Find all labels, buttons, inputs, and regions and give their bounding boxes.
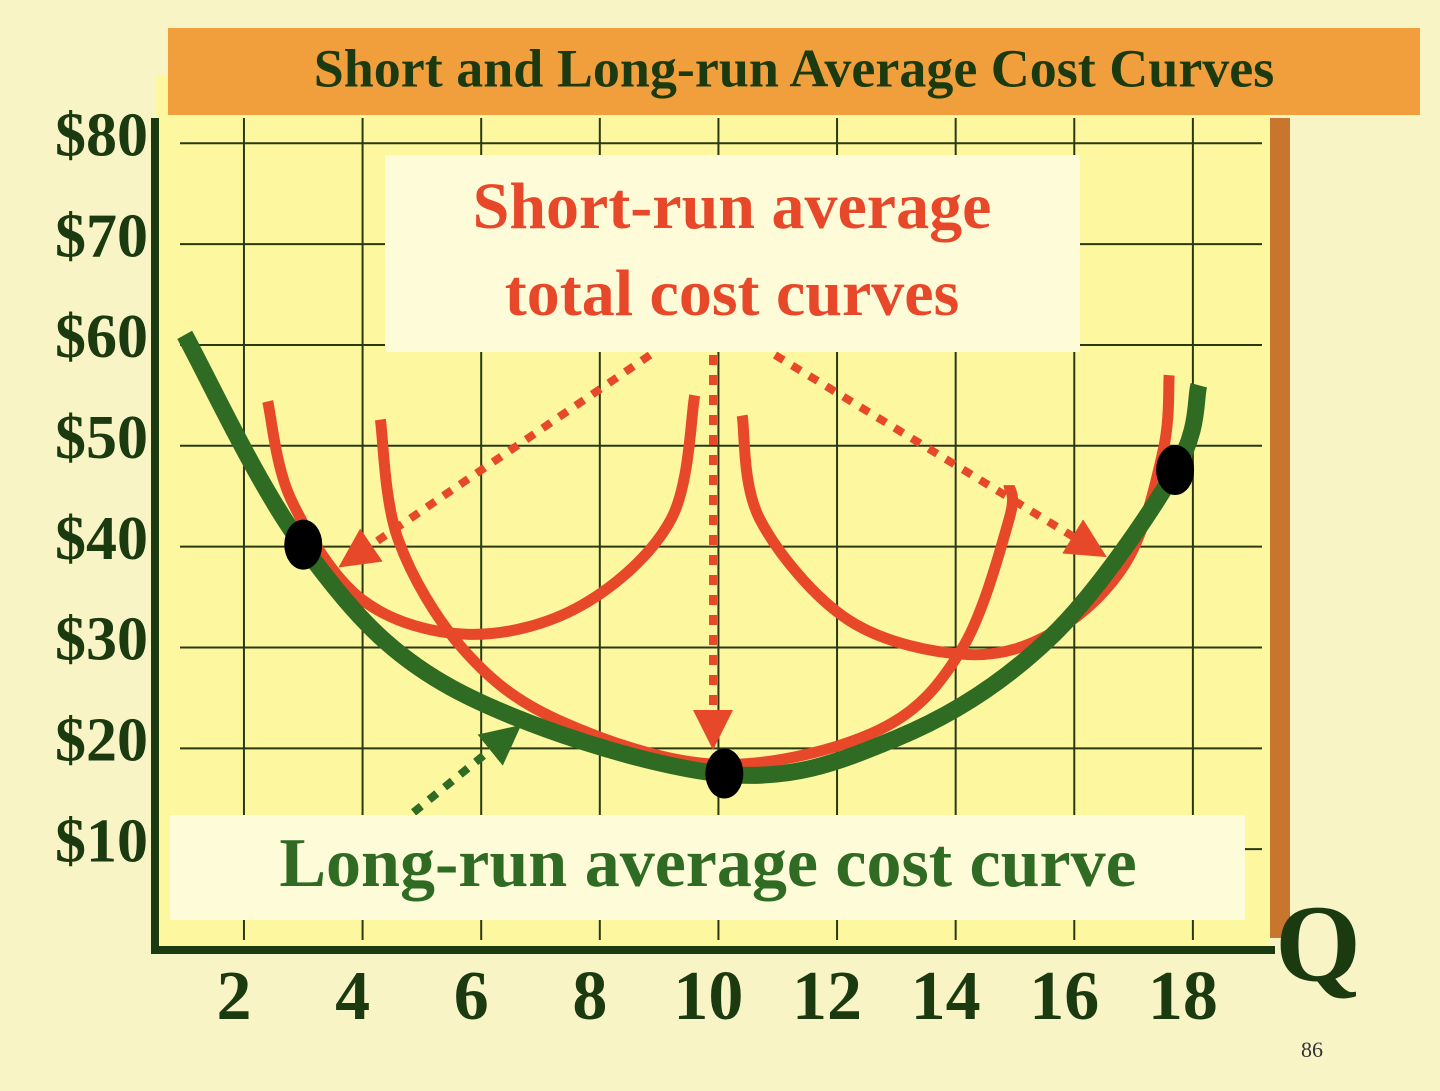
y-tick-label: $60	[55, 303, 148, 371]
arrow	[395, 724, 522, 829]
x-tick-label: 18	[1148, 958, 1218, 1035]
plot-shadow	[1268, 118, 1290, 938]
x-tick-label: 16	[1029, 958, 1099, 1035]
x-tick-label: 2	[216, 958, 251, 1035]
cost-curve	[262, 394, 701, 640]
y-tick-label: $70	[55, 202, 148, 270]
tick-labels: 2 4 6 8 10 12 14 16 18 $10 $20 $30 $40 $50 $60 $70 $80	[55, 101, 1218, 1035]
title-box	[168, 28, 1420, 115]
point	[705, 748, 744, 799]
points	[284, 444, 1195, 799]
y-tick-label: $10	[55, 807, 148, 875]
arrow	[772, 351, 1107, 558]
point	[1156, 444, 1195, 495]
arrow	[338, 351, 653, 568]
annotation: total cost curves	[505, 257, 960, 330]
chart-title: Short and Long-run Average Cost Curves	[314, 38, 1275, 98]
x-axis-label: Q	[1275, 882, 1361, 1004]
page-number: 86	[1301, 1037, 1323, 1062]
y-tick-label: $50	[55, 404, 148, 472]
y-tick-label: $20	[55, 707, 148, 775]
y-tick-label: $40	[55, 505, 148, 573]
x-tick-label: 14	[911, 958, 981, 1035]
x-tick-label: 8	[572, 958, 607, 1035]
x-tick-label: 6	[454, 958, 489, 1035]
x-tick-label: 12	[792, 958, 862, 1035]
y-tick-label: $80	[55, 101, 148, 169]
x-tick-label: 10	[673, 958, 743, 1035]
point	[284, 519, 323, 570]
x-tick-label: 4	[335, 958, 370, 1035]
annotation-box	[385, 155, 1080, 352]
pointer-arrows	[338, 351, 1107, 829]
y-tick-label: $30	[55, 606, 148, 674]
cost-curve	[736, 374, 1175, 661]
annotation: Long-run average cost curve	[279, 825, 1136, 902]
annotation-box	[170, 815, 1245, 920]
annotation: Short-run average	[473, 170, 992, 243]
axes	[151, 118, 1275, 954]
